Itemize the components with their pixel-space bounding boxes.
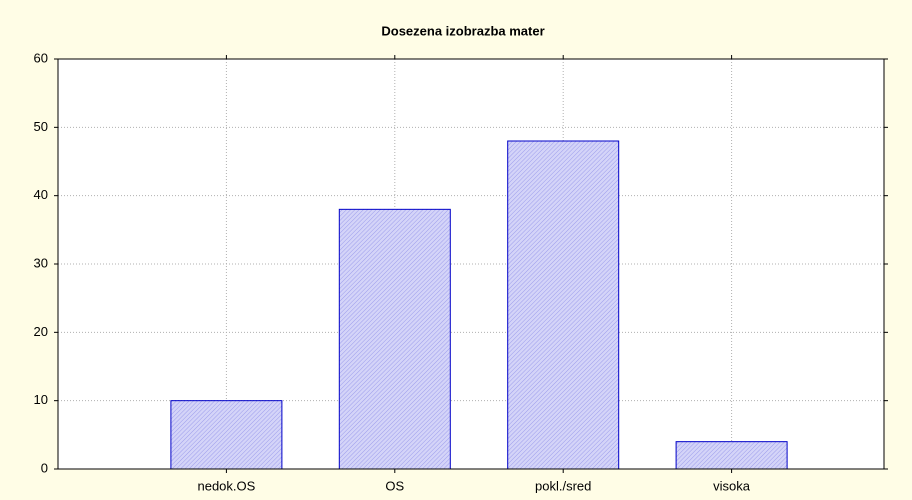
x-tick-label: pokl./sred [535, 478, 591, 493]
bar [170, 400, 283, 470]
chart-title: Dosezena izobrazba mater [381, 23, 544, 38]
x-tick-label: nedok.OS [197, 478, 255, 493]
bar [507, 140, 620, 470]
x-tick-label: OS [385, 478, 404, 493]
y-tick-label: 10 [34, 392, 48, 407]
y-tick-label: 30 [34, 255, 48, 270]
y-tick-label: 60 [34, 50, 48, 65]
bar [675, 441, 788, 470]
bar [338, 208, 451, 470]
y-tick-label: 40 [34, 187, 48, 202]
y-tick-label: 20 [34, 324, 48, 339]
plot-border [57, 58, 885, 470]
x-tick-label: visoka [713, 478, 751, 493]
y-tick-label: 0 [41, 460, 48, 475]
y-tick-label: 50 [34, 119, 48, 134]
